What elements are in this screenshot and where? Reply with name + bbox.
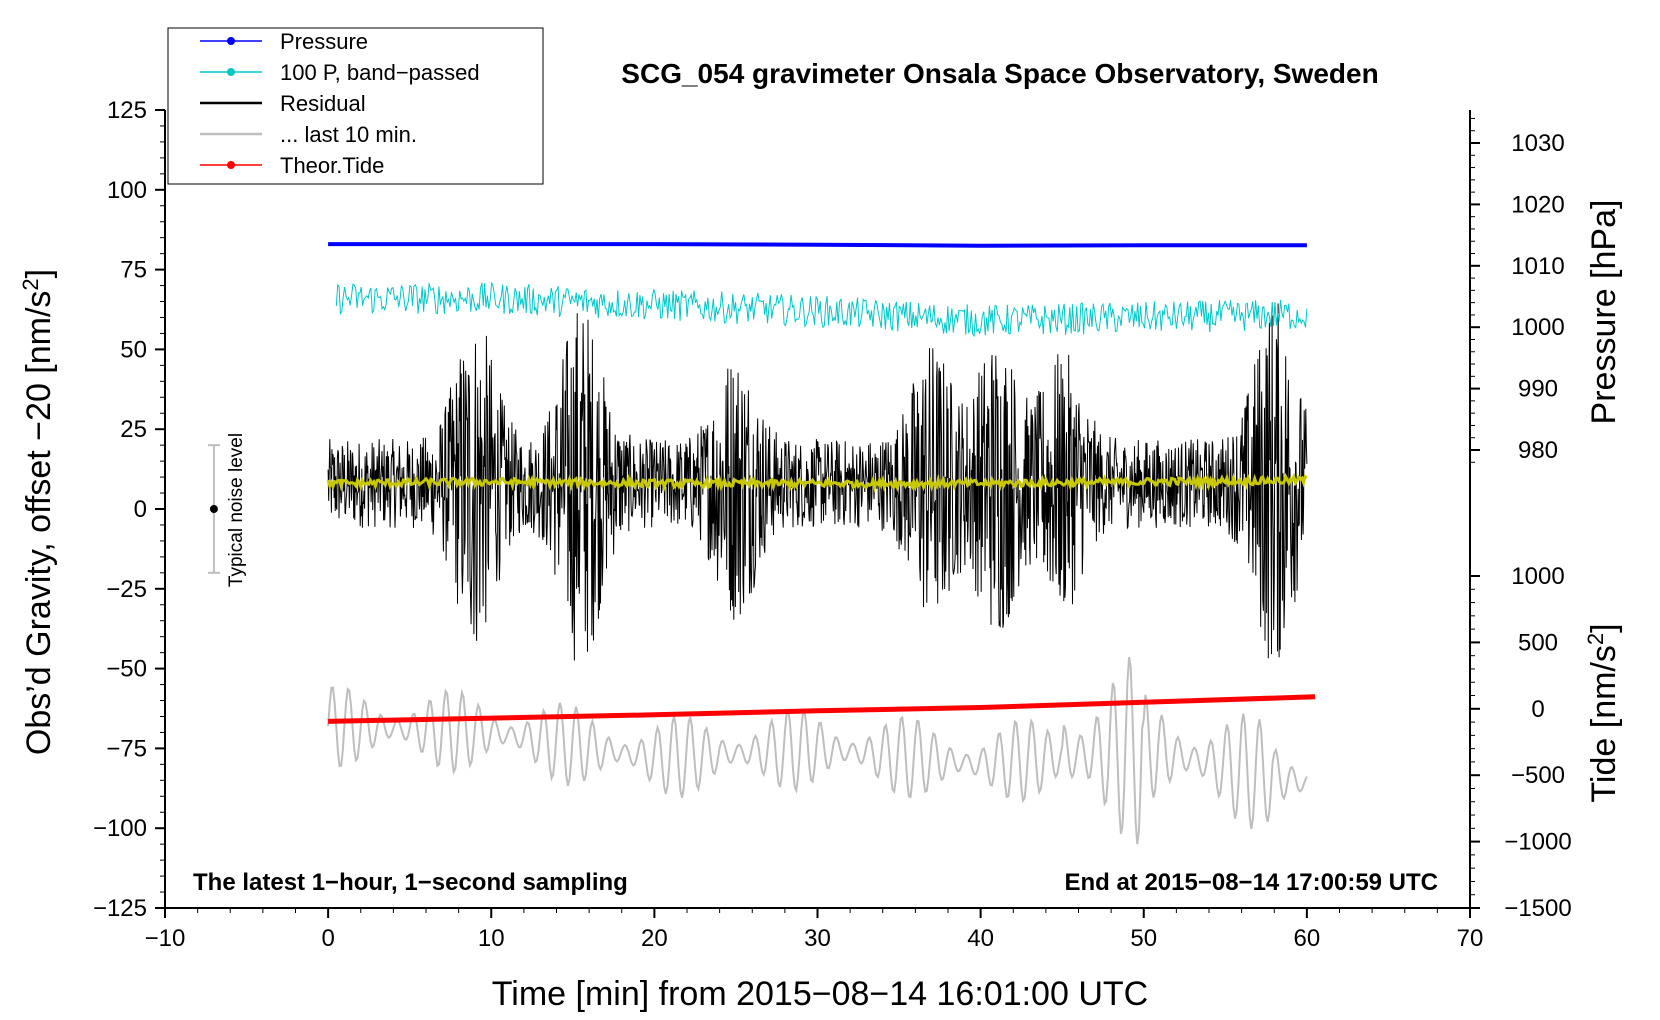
pressure-tick-label: 1020 <box>1511 191 1564 218</box>
y-axis-title-tide-end: ] <box>1585 623 1623 632</box>
y-tick-label: 75 <box>120 257 147 284</box>
pressure-tick-label: 990 <box>1518 376 1558 403</box>
y-tick-label: 50 <box>120 336 147 363</box>
y-tick-label: −50 <box>106 656 147 683</box>
tide-tick-label: −1500 <box>1504 895 1571 922</box>
legend-marker <box>227 68 235 76</box>
legend: Pressure 100 P, band−passed Residual ... la… <box>167 27 544 185</box>
series-line-residual <box>327 303 1308 661</box>
series-line-pressure <box>328 242 1307 248</box>
y-tick-label: −100 <box>93 815 147 842</box>
y-axis-title-left: Obs’d Gravity, offset −20 [nm/s2] <box>18 269 58 755</box>
legend-label: ... last 10 min. <box>280 122 417 147</box>
series-line-last-10-min <box>327 657 1308 845</box>
x-tick-label: 20 <box>641 925 668 952</box>
x-tick-label: 60 <box>1294 925 1321 952</box>
legend-label: Pressure <box>280 29 368 54</box>
tide-tick-label: 0 <box>1531 696 1544 723</box>
pressure-tick-label: 1000 <box>1511 314 1564 341</box>
chart-title: SCG_054 gravimeter Onsala Space Observat… <box>621 58 1378 89</box>
annotation-end-time: End at 2015−08−14 17:00:59 UTC <box>1064 869 1438 896</box>
x-tick-label: −10 <box>145 925 186 952</box>
x-tick-label: 30 <box>804 925 831 952</box>
y-axis-title-left-sup: 2 <box>18 278 43 290</box>
y-axis-title-tide-sup: 2 <box>1583 633 1608 645</box>
y-tick-label: 125 <box>107 97 147 124</box>
y-tick-label: 100 <box>107 177 147 204</box>
x-tick-label: 0 <box>321 925 334 952</box>
series-line-band-passed <box>335 282 1308 338</box>
y-tick-label: −25 <box>106 576 147 603</box>
x-tick-label: 50 <box>1130 925 1157 952</box>
y-axis-title-tide-main: Tide [nm/s <box>1585 645 1623 802</box>
noise-level-indicator <box>207 444 220 574</box>
tide-tick-label: 500 <box>1518 629 1558 656</box>
y-tick-label: 25 <box>120 416 147 443</box>
x-tick-label: 10 <box>478 925 505 952</box>
pressure-tick-label: 1010 <box>1511 253 1564 280</box>
y-tick-label: 0 <box>134 496 147 523</box>
tide-tick-label: −500 <box>1511 762 1565 789</box>
series-line-theor-tide <box>328 694 1316 724</box>
legend-box <box>167 27 544 185</box>
legend-label: Theor.Tide <box>280 153 384 178</box>
legend-marker <box>227 37 235 45</box>
y-axis-title-left-main: Obs’d Gravity, offset −20 [nm/s <box>20 291 58 756</box>
tide-tick-label: −1000 <box>1504 829 1571 856</box>
legend-label: Residual <box>280 91 366 116</box>
series-line-residual-smoothed <box>326 472 1308 493</box>
noise-bar-center-dot <box>209 505 218 513</box>
x-tick-label: 70 <box>1457 925 1484 952</box>
pressure-tick-label: 980 <box>1518 437 1558 464</box>
x-axis-title: Time [min] from 2015−08−14 16:01:00 UTC <box>492 975 1148 1013</box>
noise-level-label: Typical noise level <box>226 433 247 587</box>
y-axis-title-tide: Tide [nm/s2] <box>1583 623 1623 802</box>
y-tick-label: −75 <box>106 735 147 762</box>
y-tick-label: −125 <box>93 895 147 922</box>
y-axis-title-pressure: Pressure [hPa] <box>1585 200 1623 425</box>
pressure-tick-label: 1030 <box>1511 130 1564 157</box>
y-axis-title-left-end: ] <box>20 269 58 278</box>
legend-label: 100 P, band−passed <box>280 60 480 85</box>
annotation-sampling: The latest 1−hour, 1−second sampling <box>193 869 628 896</box>
tide-tick-label: 1000 <box>1511 563 1564 590</box>
legend-marker <box>227 161 235 169</box>
x-tick-label: 40 <box>967 925 994 952</box>
